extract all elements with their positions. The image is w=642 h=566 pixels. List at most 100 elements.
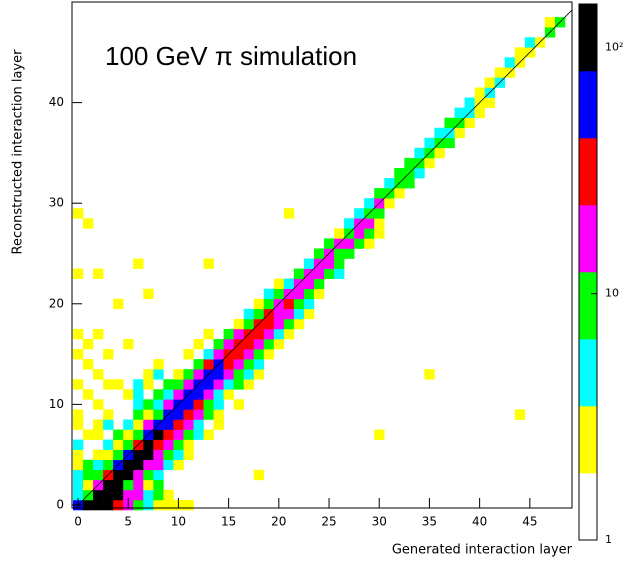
heatmap-cell: [203, 359, 214, 370]
heatmap-cell: [143, 499, 154, 511]
x-tick-label: 40: [472, 515, 487, 529]
heatmap-cell: [303, 298, 315, 310]
heatmap-cell: [293, 268, 305, 279]
heatmap-cell: [354, 228, 365, 239]
heatmap-cell: [344, 248, 355, 259]
heatmap-cell: [334, 258, 345, 269]
heatmap-cell: [153, 479, 164, 491]
x-tick-label: 25: [321, 515, 336, 529]
heatmap-cell: [334, 248, 345, 259]
heatmap-cell: [143, 419, 154, 430]
heatmap-cell: [434, 127, 445, 139]
heatmap-cell: [223, 328, 234, 340]
heatmap-cell: [364, 218, 375, 229]
heatmap-cell: [243, 379, 255, 390]
heatmap-cell: [303, 288, 315, 300]
heatmap-cell: [213, 349, 224, 360]
heatmap-cell: [374, 429, 385, 440]
heatmap-cell: [243, 308, 255, 320]
heatmap-cell: [133, 379, 144, 390]
heatmap-cell: [113, 479, 124, 491]
heatmap-cell: [263, 288, 275, 300]
heatmap-cell: [123, 479, 134, 491]
colorbar-tick-label: 1: [605, 533, 612, 546]
heatmap-cell: [103, 349, 114, 360]
heatmap-cell: [163, 459, 174, 471]
heatmap-cell: [133, 399, 144, 410]
heatmap-cell: [133, 429, 144, 440]
heatmap-cell: [233, 328, 244, 340]
heatmap-cell: [183, 449, 194, 461]
heatmap-cell: [313, 288, 325, 300]
heatmap-cell: [133, 258, 144, 269]
diagonal-line: [74, 9, 573, 509]
heatmap-cell: [173, 459, 184, 471]
heatmap-cell: [163, 449, 174, 461]
heatmap-cell: [504, 57, 516, 68]
heatmap-cell: [183, 369, 194, 380]
heatmap-cell: [93, 499, 104, 511]
heatmap-cell: [424, 137, 435, 149]
heatmap-cell: [283, 278, 295, 289]
heatmap-cell: [93, 469, 104, 481]
heatmap-cell: [113, 439, 124, 450]
heatmap-cell: [344, 238, 355, 249]
heatmap-cell: [93, 369, 104, 380]
heatmap-cell: [374, 228, 385, 239]
heatmap-cell: [153, 439, 164, 450]
heatmap-cell: [143, 489, 154, 501]
y-tick-label: 40: [49, 95, 64, 109]
heatmap-cell: [83, 429, 94, 440]
heatmap-cell: [153, 359, 164, 370]
heatmap-cell: [143, 409, 154, 420]
heatmap-cell: [73, 479, 84, 491]
heatmap-cell: [233, 318, 244, 330]
heatmap-cell: [173, 449, 184, 461]
heatmap-cell: [73, 208, 84, 219]
x-tick-label: 0: [74, 515, 82, 529]
heatmap-cell: [233, 399, 244, 410]
heatmap-cell: [133, 389, 144, 400]
heatmap-cell: [344, 218, 355, 229]
heatmap-cell: [73, 328, 84, 340]
heatmap-cell: [233, 359, 244, 370]
heatmap-cell: [243, 318, 255, 330]
heatmap-cell: [163, 419, 174, 430]
heatmap-cell: [243, 359, 255, 370]
heatmap-cell: [173, 429, 184, 440]
heatmap-cell: [173, 389, 184, 400]
heatmap-cells: [73, 17, 566, 511]
colorbar-segment: [579, 205, 597, 273]
heatmap-cell: [203, 429, 214, 440]
heatmap-cell: [324, 268, 335, 279]
heatmap-cell: [354, 208, 365, 219]
heatmap-cell: [394, 167, 405, 179]
x-tick-label: 35: [422, 515, 437, 529]
heatmap-cell: [213, 389, 224, 400]
heatmap-cell: [283, 298, 295, 310]
heatmap-cell: [484, 97, 495, 108]
heatmap-cell: [474, 107, 485, 118]
heatmap-cell: [263, 318, 275, 330]
heatmap-cell: [93, 429, 104, 440]
heatmap-cell: [233, 349, 244, 360]
heatmap-cell: [213, 399, 224, 410]
heatmap-cell: [193, 389, 204, 400]
heatmap-cell: [73, 459, 84, 471]
heatmap-cell: [123, 469, 134, 481]
heatmap-cell: [113, 379, 124, 390]
heatmap-cell: [203, 258, 214, 269]
heatmap-cell: [153, 489, 164, 501]
heatmap-cell: [73, 349, 84, 360]
heatmap-cell: [293, 298, 305, 310]
heatmap-cell: [183, 409, 194, 420]
heatmap-cell: [153, 399, 164, 410]
heatmap-cell: [163, 379, 174, 390]
heatmap-cell: [324, 258, 335, 269]
heatmap-cell: [83, 218, 94, 229]
colorbar-segment: [579, 4, 597, 72]
heatmap-cell: [273, 308, 285, 320]
heatmap-cell: [213, 379, 224, 390]
heatmap-cell: [193, 399, 204, 410]
heatmap-cell: [454, 107, 465, 118]
